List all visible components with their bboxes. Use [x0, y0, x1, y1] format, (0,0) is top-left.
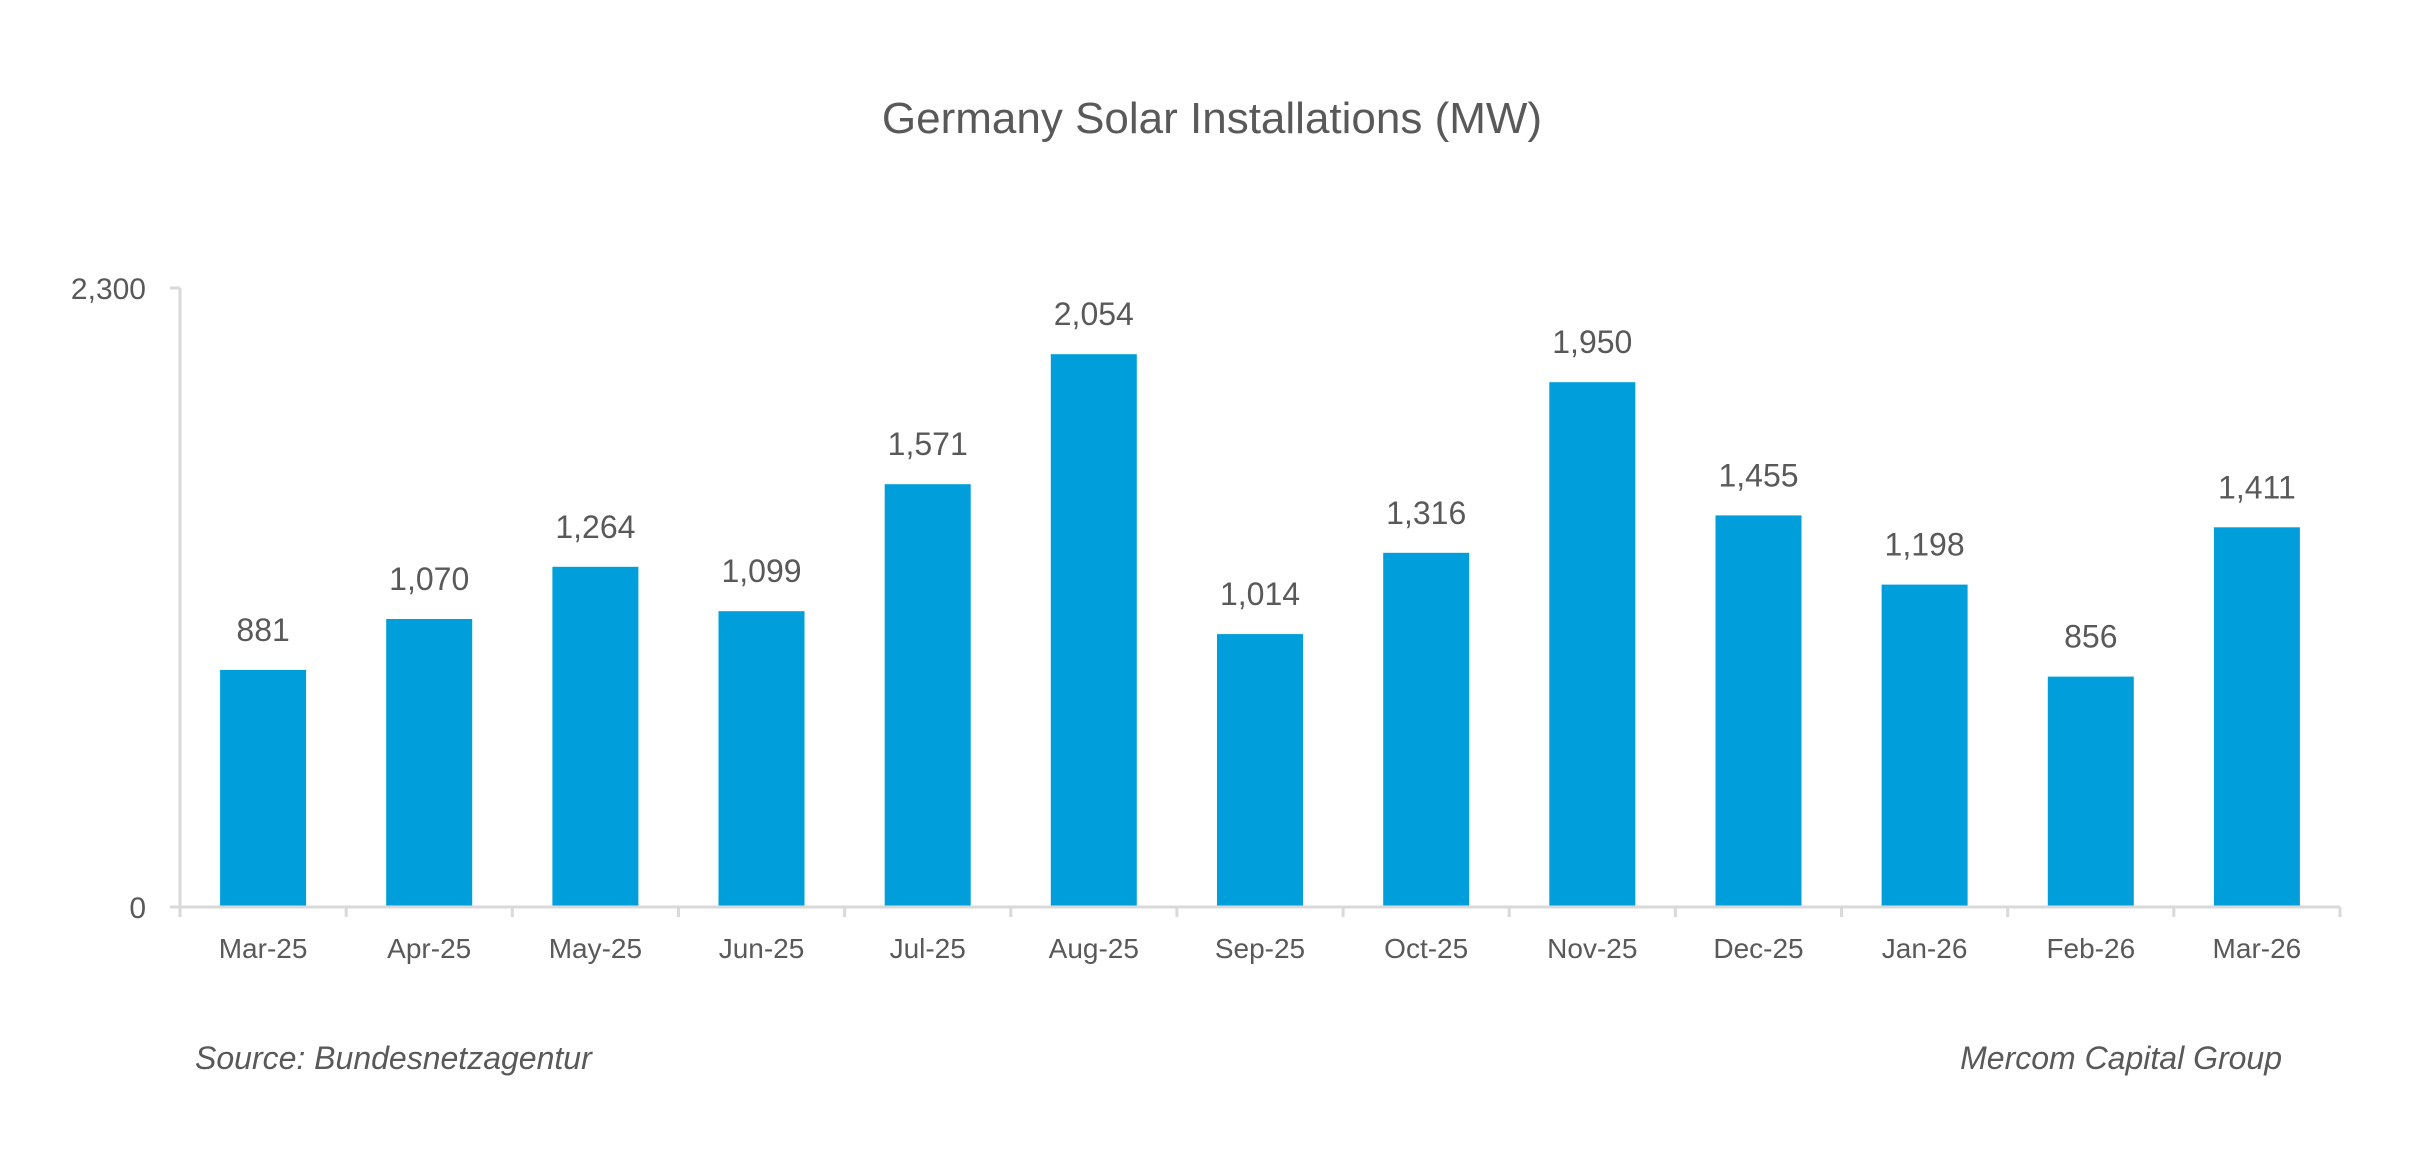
bar-mar-25 — [220, 669, 307, 907]
x-tick-label: Jan-26 — [1882, 933, 1968, 964]
data-label: 1,455 — [1718, 457, 1798, 493]
x-tick-label: Feb-26 — [2046, 933, 2135, 964]
bar-jun-25 — [718, 611, 805, 907]
x-tick-label: Jun-25 — [719, 933, 805, 964]
data-label: 2,054 — [1054, 296, 1134, 332]
x-tick-label: Apr-25 — [387, 933, 471, 964]
data-label: 1,950 — [1552, 324, 1632, 360]
data-label: 1,014 — [1220, 576, 1300, 612]
axes-group — [170, 286, 2342, 917]
data-label: 1,099 — [721, 553, 801, 589]
x-tick-label: Nov-25 — [1547, 933, 1637, 964]
data-label: 881 — [236, 612, 289, 648]
bar-jul-25 — [884, 484, 971, 907]
bar-oct-25 — [1383, 552, 1470, 907]
bar-feb-26 — [2047, 676, 2134, 907]
data-label: 1,316 — [1386, 495, 1466, 531]
bar-mar-26 — [2213, 527, 2300, 907]
x-tick-label: Sep-25 — [1215, 933, 1305, 964]
chart-title: Germany Solar Installations (MW) — [881, 94, 1543, 143]
bar-nov-25 — [1549, 382, 1636, 907]
x-tick-label: Jul-25 — [890, 933, 966, 964]
bar-jan-26 — [1881, 584, 1968, 907]
bar-aug-25 — [1050, 354, 1137, 907]
data-label: 1,411 — [2218, 469, 2296, 505]
data-label: 1,264 — [555, 509, 635, 545]
bar-dec-25 — [1715, 515, 1802, 907]
bars-group — [220, 354, 2300, 907]
data-label: 856 — [2064, 619, 2117, 655]
bar-sep-25 — [1217, 634, 1303, 907]
bar-may-25 — [552, 566, 639, 907]
labels-group: 881 Mar-25 1,070 Apr-25 1,264 May-25 1,099 Jun-… — [71, 273, 2301, 964]
x-tick-label: Aug-25 — [1049, 933, 1139, 964]
data-label: 1,070 — [389, 561, 469, 597]
x-tick-label: Dec-25 — [1713, 933, 1803, 964]
y-tick-label: 2,300 — [71, 273, 146, 306]
x-tick-label: Oct-25 — [1384, 933, 1468, 964]
data-label: 1,198 — [1885, 527, 1965, 563]
x-tick-label: Mar-26 — [2213, 933, 2302, 964]
x-tick-label: May-25 — [549, 933, 642, 964]
y-tick-label: 0 — [129, 892, 146, 925]
credit-note: Mercom Capital Group — [1960, 1040, 2282, 1076]
bar-apr-25 — [386, 619, 473, 907]
source-note: Source: Bundesnetzagentur — [195, 1040, 592, 1076]
x-tick-label: Mar-25 — [219, 933, 308, 964]
data-label: 1,571 — [888, 426, 968, 462]
